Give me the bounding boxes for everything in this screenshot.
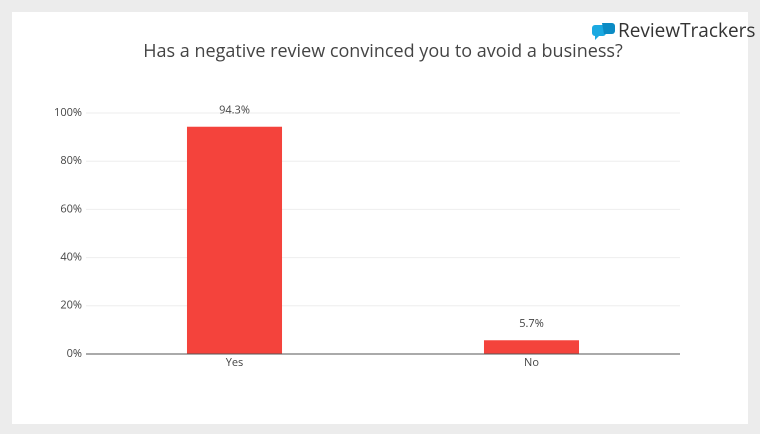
logo-icon — [592, 25, 606, 40]
y-tick-label: 0% — [67, 346, 82, 361]
bar — [483, 340, 580, 354]
y-tick-label: 80% — [60, 153, 82, 168]
y-tick-label: 20% — [60, 298, 82, 313]
y-tick-label: 40% — [60, 250, 82, 265]
bar — [186, 126, 283, 354]
card — [12, 12, 748, 424]
logo-icon — [602, 23, 615, 34]
y-tick-label: 100% — [54, 105, 82, 120]
y-tick-label: 60% — [60, 201, 82, 216]
x-tick-label: No — [524, 355, 539, 370]
brand-logo: ReviewTrackers — [592, 17, 755, 43]
chart-title: Has a negative review convinced you to a… — [143, 39, 623, 63]
value-label: 94.3% — [219, 103, 250, 118]
x-tick-label: Yes — [226, 355, 244, 370]
brand-name: ReviewTrackers — [618, 17, 755, 43]
value-label: 5.7% — [519, 316, 544, 331]
